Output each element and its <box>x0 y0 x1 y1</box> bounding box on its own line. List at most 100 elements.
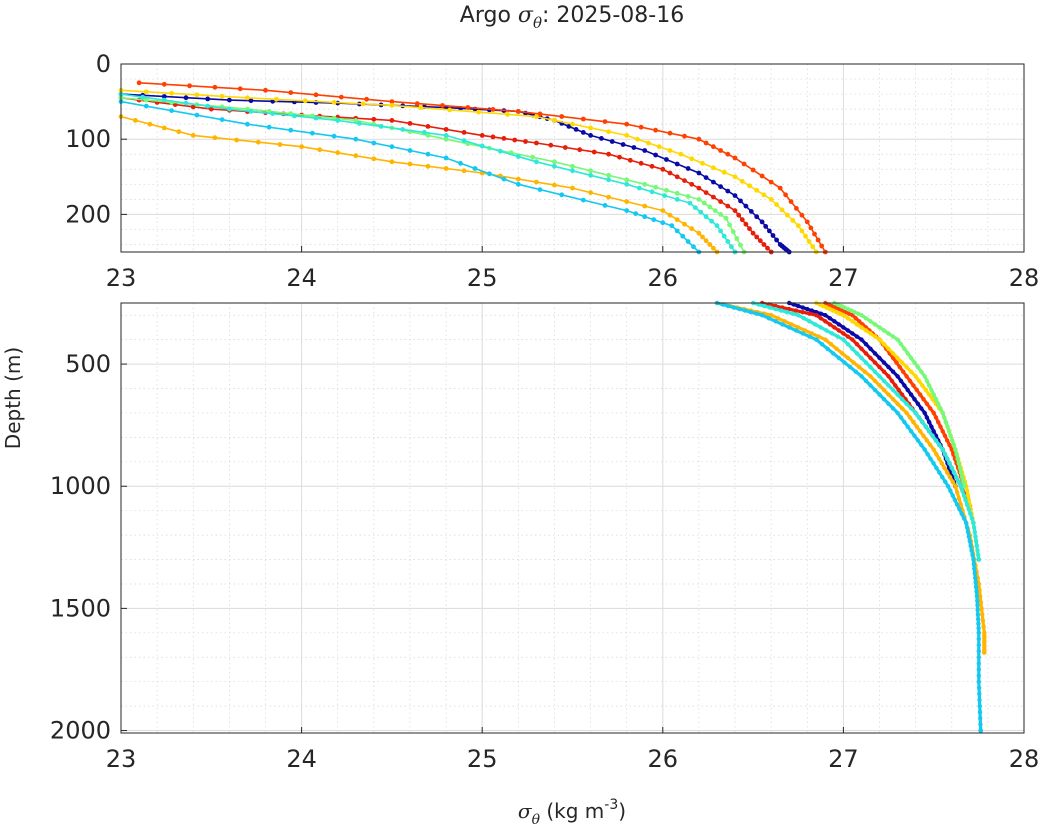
data-point <box>978 722 983 727</box>
data-point <box>660 220 666 226</box>
data-point <box>747 226 752 232</box>
data-point <box>877 364 882 370</box>
data-point <box>890 406 896 411</box>
data-point <box>920 383 925 388</box>
data-point <box>863 316 869 321</box>
data-point <box>948 433 953 438</box>
data-point <box>718 148 723 153</box>
data-point <box>631 145 637 150</box>
data-point <box>696 185 702 191</box>
data-point <box>925 452 930 457</box>
data-point <box>205 103 211 109</box>
upper-grid <box>120 63 1025 252</box>
data-point <box>685 194 691 199</box>
data-point <box>936 401 941 406</box>
data-point <box>976 673 981 678</box>
data-point <box>737 306 742 312</box>
data-point <box>845 334 851 339</box>
data-point <box>338 94 344 100</box>
x-tick-label: 24 <box>286 745 317 773</box>
data-point <box>854 342 860 347</box>
data-point <box>836 355 842 361</box>
data-point <box>169 108 175 113</box>
data-point <box>872 369 878 374</box>
data-point <box>919 442 924 448</box>
data-point <box>908 392 914 397</box>
data-point <box>609 139 615 144</box>
data-point <box>979 606 984 611</box>
x-tick-label: 28 <box>1009 745 1040 773</box>
x-tick-label: 23 <box>106 745 137 773</box>
data-point <box>973 580 978 585</box>
data-point <box>890 351 896 356</box>
data-point <box>660 208 666 214</box>
data-point <box>667 170 673 176</box>
data-point <box>942 433 948 438</box>
data-point <box>194 112 200 118</box>
data-point <box>734 236 740 241</box>
data-point <box>857 364 862 370</box>
data-point <box>602 203 608 208</box>
data-point <box>602 119 608 124</box>
data-point <box>850 319 855 324</box>
data-point <box>389 144 395 150</box>
data-point <box>877 337 882 342</box>
upper-panel: 23 24 25 26 27 28 0 100 200 <box>65 50 1039 292</box>
lower-plot-area <box>714 300 987 733</box>
data-point <box>789 322 794 327</box>
data-point <box>143 97 149 103</box>
data-point <box>353 153 359 159</box>
data-point <box>515 154 521 159</box>
data-point <box>950 479 955 484</box>
data-point <box>313 92 319 98</box>
data-point <box>930 433 935 438</box>
data-point <box>443 133 449 138</box>
data-point <box>934 465 939 471</box>
data-point <box>588 190 593 196</box>
data-point <box>964 488 970 493</box>
data-point <box>942 465 947 471</box>
data-point <box>828 342 834 347</box>
data-point <box>818 316 823 321</box>
data-point <box>711 179 716 185</box>
data-point <box>783 192 788 198</box>
data-point <box>766 316 772 321</box>
data-point <box>845 355 851 361</box>
data-point <box>570 168 575 174</box>
data-point <box>886 383 891 388</box>
data-point <box>940 447 945 452</box>
data-point <box>872 378 878 384</box>
data-point <box>956 461 961 466</box>
data-point <box>908 406 914 411</box>
data-point <box>975 603 980 608</box>
data-point <box>570 121 575 127</box>
data-point <box>881 397 887 402</box>
data-point <box>976 630 981 635</box>
data-point <box>850 313 855 318</box>
data-point <box>902 346 907 351</box>
data-point <box>606 151 611 157</box>
data-point <box>263 87 268 93</box>
data-point <box>978 716 983 721</box>
data-point <box>458 160 463 166</box>
data-point <box>845 342 851 347</box>
data-point <box>959 511 964 516</box>
data-point <box>588 133 593 138</box>
data-point <box>248 98 254 104</box>
x-tick-label: 27 <box>828 745 859 773</box>
data-point <box>674 174 680 180</box>
data-point <box>143 103 149 109</box>
data-point <box>353 136 359 142</box>
data-point <box>807 311 812 316</box>
data-point <box>642 181 648 187</box>
data-point <box>757 238 763 244</box>
data-point <box>299 144 304 150</box>
data-point <box>868 319 873 324</box>
data-point <box>288 90 294 95</box>
data-point <box>414 101 420 106</box>
data-point <box>425 124 431 129</box>
data-point <box>635 136 640 142</box>
data-point <box>976 626 981 631</box>
data-point <box>501 176 507 182</box>
data-point <box>738 198 743 204</box>
